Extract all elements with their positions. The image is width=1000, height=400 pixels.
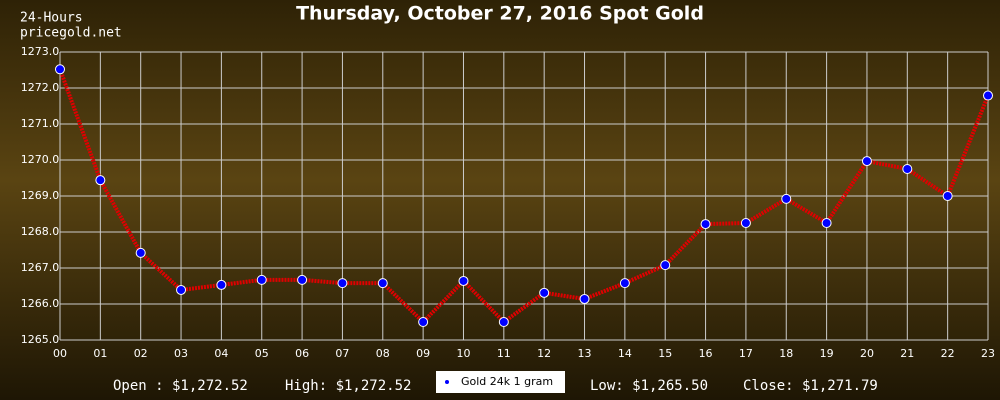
x-tick-label: 17: [739, 347, 753, 360]
point: [700, 219, 711, 230]
x-tick-label: 04: [214, 347, 228, 360]
chart-title: Thursday, October 27, 2016 Spot Gold: [296, 3, 704, 25]
x-tick-label: 11: [497, 347, 511, 360]
point: [781, 193, 792, 204]
x-tick-label: 20: [860, 347, 874, 360]
x-tick-label: 07: [335, 347, 349, 360]
x-tick-label: 13: [578, 347, 592, 360]
x-tick-label: 19: [820, 347, 834, 360]
line: [58, 68, 990, 325]
x-tick-label: 10: [456, 347, 470, 360]
point: [660, 260, 671, 271]
point: [821, 218, 832, 228]
point: [579, 293, 590, 304]
stat: High: $1,272.52: [285, 378, 411, 394]
point: [942, 191, 953, 201]
point: [176, 284, 187, 295]
point: [95, 175, 106, 186]
point: [55, 64, 65, 75]
x-tick-label: 23: [981, 347, 995, 360]
x-tick-label: 14: [618, 347, 632, 360]
point: [861, 156, 872, 167]
point: [619, 278, 630, 289]
x-tick-label: 05: [255, 347, 269, 360]
y-tick-label: 1273.0: [21, 45, 60, 58]
point: [740, 218, 751, 228]
point: [902, 164, 913, 174]
point: [458, 275, 469, 286]
point: [256, 274, 267, 285]
stat: Low: $1,265.50: [590, 378, 708, 394]
x-tick-label: 00: [53, 347, 67, 360]
point: [135, 247, 146, 258]
y-tick-label: 1271.0: [21, 117, 60, 130]
x-tick-label: 12: [537, 347, 551, 360]
y-tick-label: 1267.0: [21, 261, 60, 274]
x-tick-label: 21: [900, 347, 914, 360]
x-tick-label: 18: [779, 347, 793, 360]
x-tick-label: 16: [699, 347, 713, 360]
y-tick-label: 1270.0: [21, 153, 60, 166]
x-tick-label: 03: [174, 347, 188, 360]
point: [377, 278, 388, 289]
y-tick-label: 1265.0: [21, 333, 60, 346]
y-tick-label: 1269.0: [21, 189, 60, 202]
legend-label: Gold 24k 1 gram: [461, 375, 553, 388]
x-tick-label: 09: [416, 347, 430, 360]
x-tick-label: 02: [134, 347, 148, 360]
point: [297, 274, 308, 285]
stat: Open : $1,272.52: [113, 378, 248, 394]
stat: Close: $1,271.79: [743, 378, 878, 394]
y-tick-label: 1272.0: [21, 81, 60, 94]
point: [498, 317, 509, 327]
point: [418, 317, 429, 327]
y-tick-label: 1266.0: [21, 297, 60, 310]
point: [983, 90, 993, 101]
x-tick-label: 08: [376, 347, 390, 360]
point: [337, 278, 348, 289]
point: [216, 279, 227, 290]
legend-marker: [445, 380, 449, 384]
x-tick-label: 06: [295, 347, 309, 360]
source: pricegold.net: [20, 26, 122, 41]
x-tick-label: 15: [658, 347, 672, 360]
legend-box: [436, 371, 565, 393]
x-tick-label: 01: [93, 347, 107, 360]
x-tick-label: 22: [941, 347, 955, 360]
legend: Gold 24k 1 gram: [436, 371, 565, 393]
point: [539, 287, 550, 298]
subtitle: 24-Hours: [20, 11, 83, 26]
y-tick-label: 1268.0: [21, 225, 60, 238]
